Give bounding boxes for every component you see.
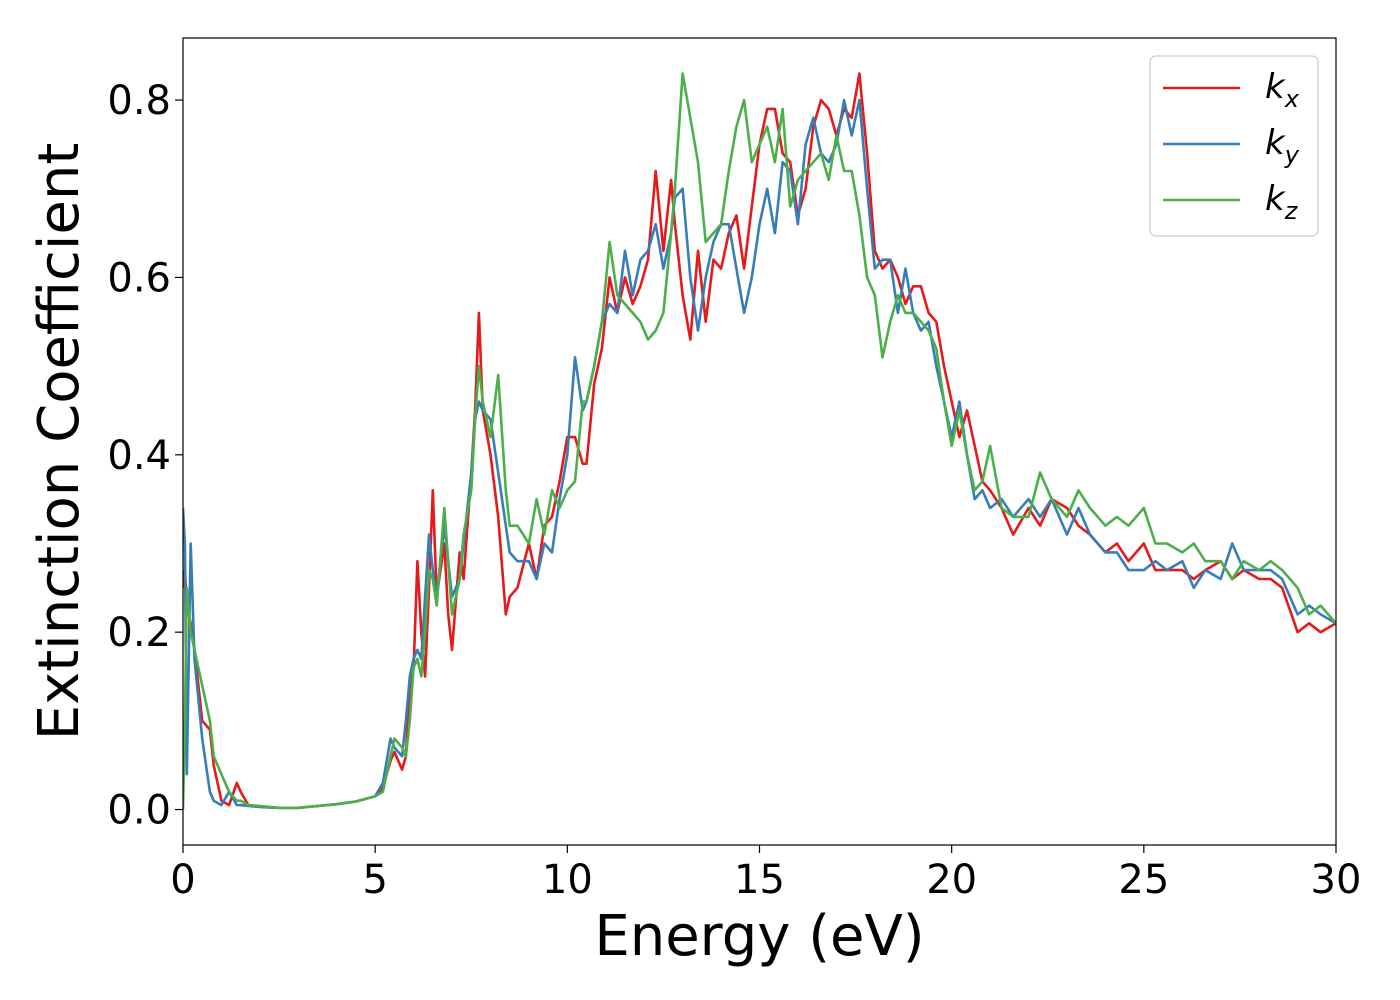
x-axis: 0 5 10 15 20 25 30 — [170, 845, 1361, 903]
y-tick-label: 0.8 — [107, 78, 171, 124]
x-tick-label: 5 — [362, 857, 387, 903]
y-tick-label: 0.2 — [107, 610, 171, 656]
y-tick-label: 0.6 — [107, 255, 171, 301]
legend-label-ky: ky — [1265, 123, 1300, 169]
x-tick-label: 0 — [170, 857, 195, 903]
x-tick-label: 25 — [1118, 857, 1169, 903]
x-tick-label: 20 — [926, 857, 977, 903]
x-tick-label: 10 — [542, 857, 593, 903]
x-axis-title: Energy (eV) — [594, 904, 924, 969]
series-line-kx — [183, 72, 1336, 810]
legend-label-kx: kx — [1265, 67, 1300, 113]
x-tick-label: 15 — [734, 857, 785, 903]
series-line-ky — [183, 98, 1336, 810]
y-axis-title: Extinction Coefficient — [27, 143, 92, 741]
legend: kx ky kz — [1149, 55, 1319, 237]
legend-box — [1149, 55, 1319, 237]
y-tick-label: 0.0 — [107, 788, 171, 834]
plot-lines — [183, 72, 1336, 810]
y-axis: 0.0 0.2 0.4 0.6 0.8 — [107, 78, 183, 834]
y-tick-label: 0.4 — [107, 433, 171, 479]
legend-label-kz: kz — [1265, 179, 1299, 225]
x-tick-label: 30 — [1311, 857, 1362, 903]
series-line-kz — [183, 72, 1336, 810]
